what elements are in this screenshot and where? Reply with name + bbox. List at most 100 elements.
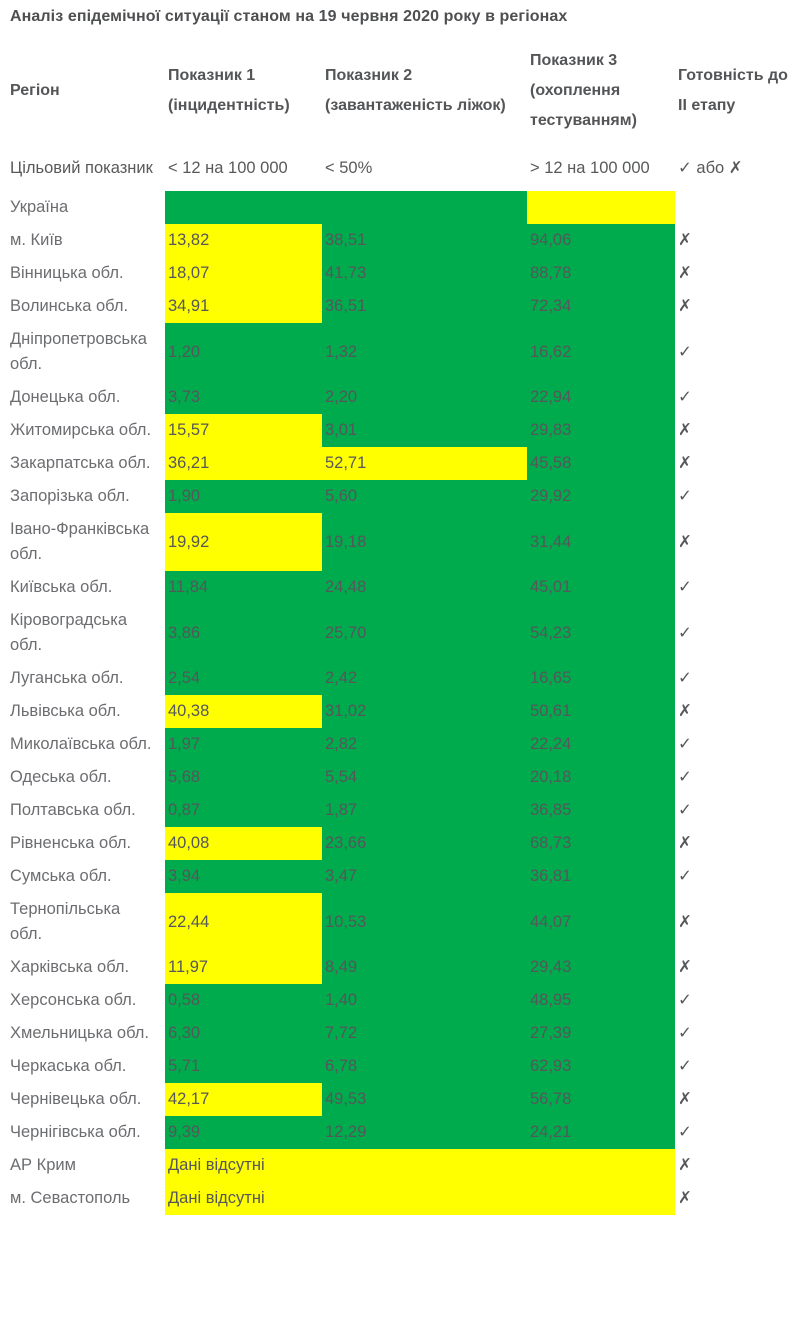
indicator2-cell: 8,49 [322,951,527,984]
indicator3-cell: 72,34 [527,290,675,323]
readiness-cell: ✗ [678,532,692,551]
indicator3-cell: 44,07 [527,893,675,951]
region-cell: Закарпатська обл. [10,454,151,472]
indicator3-cell: 88,78 [527,257,675,290]
readiness-cell: ✓ [678,1057,692,1075]
region-cell: Україна [10,198,69,216]
indicator3-cell: 20,18 [527,761,675,794]
region-cell: Херсонська обл. [10,991,137,1009]
readiness-cell: ✓ [678,801,692,819]
region-cell: Сумська обл. [10,867,112,885]
region-cell: Львівська обл. [10,702,121,720]
readiness-cell: ✓ [678,487,692,505]
indicator1-cell: 40,38 [165,695,322,728]
no-data-cell: Дані відсутні [165,1182,675,1215]
readiness-cell: ✗ [678,264,692,282]
readiness-cell: ✗ [678,1189,692,1207]
region-cell: Житомирська обл. [10,421,152,439]
indicator1-cell: 3,73 [165,381,322,414]
table-row: Україна [0,191,795,224]
column-header-region: Регіон [10,82,60,99]
readiness-cell: ✗ [678,1156,692,1174]
indicator3-cell: 36,85 [527,794,675,827]
indicator1-cell: 11,97 [165,951,322,984]
region-cell: Луганська обл. [10,669,124,687]
indicator3-cell: 45,01 [527,571,675,604]
table-row: Хмельницька обл. 6,30 7,72 27,39 ✓ [0,1017,795,1050]
table-row: Житомирська обл. 15,57 3,01 29,83 ✗ [0,414,795,447]
table-body: Україна м. Київ 13,82 38,51 94,06 ✗ Вінн… [0,191,795,1215]
indicator3-cell: 56,78 [527,1083,675,1116]
column-header-indicator2: Показник 2 (завантаженість ліжок) [325,67,506,114]
readiness-cell: ✗ [678,912,692,931]
table-row: Запорізька обл. 1,90 5,60 29,92 ✓ [0,480,795,513]
region-cell: Кіровоградська обл. [10,611,127,654]
indicator1-cell [165,191,322,224]
indicator1-cell: 0,87 [165,794,322,827]
region-cell: Івано-Франківська обл. [10,520,150,563]
indicator2-cell: 1,32 [322,323,527,381]
indicator2-cell: 49,53 [322,1083,527,1116]
indicator3-cell: 94,06 [527,224,675,257]
indicator2-cell: 3,01 [322,414,527,447]
region-cell: Волинська обл. [10,297,129,315]
indicator1-cell: 1,20 [165,323,322,381]
readiness-cell: ✓ [678,735,692,753]
epidemic-situation-table: Регіон Показник 1 (інцидентність) Показн… [0,42,795,1215]
table-row: Луганська обл. 2,54 2,42 16,65 ✓ [0,662,795,695]
header-row: Регіон Показник 1 (інцидентність) Показн… [0,42,795,146]
indicator3-cell: 68,73 [527,827,675,860]
column-header-readiness: Готовність до II етапу [678,67,788,114]
region-cell: Дніпропетровська обл. [10,330,147,373]
indicator1-cell: 3,94 [165,860,322,893]
target-indicator1-value: < 12 на 100 000 [168,159,288,177]
region-cell: Харківська обл. [10,958,130,976]
readiness-cell: ✓ [678,867,692,885]
indicator2-cell: 2,82 [322,728,527,761]
indicator2-cell: 5,60 [322,480,527,513]
indicator3-cell: 54,23 [527,604,675,662]
indicator2-cell: 6,78 [322,1050,527,1083]
indicator3-cell: 62,93 [527,1050,675,1083]
table-row: Київська обл. 11,84 24,48 45,01 ✓ [0,571,795,604]
readiness-cell: ✓ [678,342,692,361]
indicator3-cell: 36,81 [527,860,675,893]
indicator3-cell: 24,21 [527,1116,675,1149]
indicator2-cell [322,191,527,224]
region-cell: Миколаївська обл. [10,735,152,753]
readiness-cell: ✓ [678,1024,692,1042]
table-row: Тернопільська обл. 22,44 10,53 44,07 ✗ [0,893,795,951]
indicator3-cell: 45,58 [527,447,675,480]
readiness-cell: ✗ [678,958,692,976]
target-indicator3-value: > 12 на 100 000 [530,159,650,177]
indicator1-cell: 36,21 [165,447,322,480]
indicator3-cell: 29,43 [527,951,675,984]
table-row-no-data: АР Крим Дані відсутні ✗ [0,1149,795,1182]
indicator2-cell: 31,02 [322,695,527,728]
indicator3-cell: 31,44 [527,513,675,571]
indicator3-cell: 50,61 [527,695,675,728]
indicator3-cell: 27,39 [527,1017,675,1050]
table-row: Сумська обл. 3,94 3,47 36,81 ✓ [0,860,795,893]
readiness-cell: ✗ [678,297,692,315]
region-cell: АР Крим [10,1156,76,1174]
region-cell: м. Севастополь [10,1189,131,1207]
indicator3-cell: 29,92 [527,480,675,513]
readiness-cell: ✓ [678,1123,692,1141]
indicator2-cell: 12,29 [322,1116,527,1149]
indicator2-cell: 3,47 [322,860,527,893]
readiness-cell: ✗ [678,231,692,249]
region-cell: Запорізька обл. [10,487,130,505]
indicator1-cell: 6,30 [165,1017,322,1050]
indicator2-cell: 23,66 [322,827,527,860]
region-cell: Донецька обл. [10,388,121,406]
table-row: Херсонська обл. 0,58 1,40 48,95 ✓ [0,984,795,1017]
indicator2-cell: 7,72 [322,1017,527,1050]
indicator1-cell: 5,71 [165,1050,322,1083]
table-row: Донецька обл. 3,73 2,20 22,94 ✓ [0,381,795,414]
readiness-cell: ✓ [678,623,692,642]
indicator1-cell: 13,82 [165,224,322,257]
readiness-cell: ✗ [678,1090,692,1108]
indicator1-cell: 3,86 [165,604,322,662]
